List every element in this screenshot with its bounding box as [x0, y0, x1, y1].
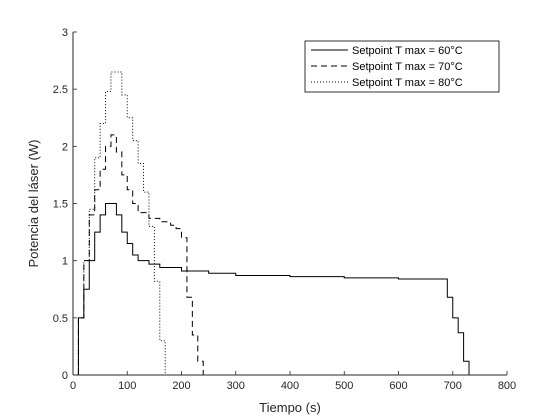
x-tick-label: 400: [281, 380, 299, 392]
y-tick-label: 1: [62, 256, 68, 268]
x-tick-label: 0: [70, 380, 76, 392]
y-tick-label: 0: [62, 370, 68, 382]
series-line-0: [77, 203, 470, 375]
x-tick-label: 800: [498, 380, 516, 392]
y-tick-label: 3: [62, 27, 68, 39]
legend-label-60: Setpoint T max = 60°C: [352, 45, 463, 57]
y-tick-label: 2: [62, 141, 68, 153]
x-tick-label: 600: [389, 380, 407, 392]
y-tick-label: 1.5: [53, 199, 68, 211]
legend: Setpoint T max = 60°C Setpoint T max = 7…: [304, 40, 500, 93]
legend-label-70: Setpoint T max = 70°C: [352, 61, 463, 73]
series-line-2: [77, 71, 166, 375]
series-line-1: [77, 134, 204, 375]
y-axis-label: Potencia del láser (W): [26, 140, 41, 268]
x-tick-label: 500: [335, 380, 353, 392]
y-tick-label: 0.5: [53, 313, 68, 325]
y-tick-label: 2.5: [53, 84, 68, 96]
legend-label-80: Setpoint T max = 80°C: [352, 77, 463, 89]
x-tick-label: 100: [118, 380, 136, 392]
series-layer: [77, 71, 470, 375]
axes-layer: 0 100 200 300 400 500 600 700 800 0 0.5 1 1.5 2 2.5 3: [53, 27, 516, 392]
x-tick-label: 700: [444, 380, 462, 392]
x-tick-label: 300: [227, 380, 245, 392]
x-tick-label: 200: [172, 380, 190, 392]
x-axis-label: Tiempo (s): [259, 400, 321, 415]
